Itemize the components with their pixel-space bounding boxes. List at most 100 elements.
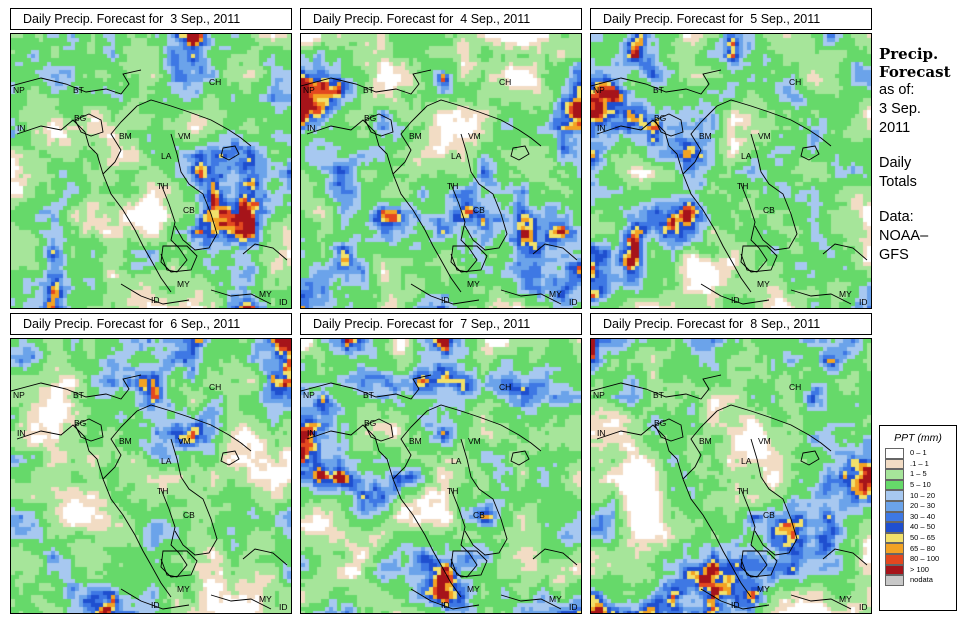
country-label: MY [757, 584, 770, 594]
coastline [410, 588, 480, 610]
precip-map: NP BT CH IN BG BM VM LA TH CB MY ID MY ID [300, 338, 582, 614]
coastline [242, 548, 288, 566]
coastline [510, 145, 530, 161]
legend-swatch [885, 511, 904, 523]
precip-map: NP BT CH IN BG BM VM LA TH CB MY ID MY ID [10, 33, 292, 309]
coastline-overlay [301, 374, 578, 610]
country-label: BM [119, 436, 132, 446]
country-label: BT [653, 85, 664, 95]
precip-raster [11, 34, 291, 308]
country-label: NP [593, 390, 605, 400]
coastline [790, 594, 852, 610]
coastline [700, 283, 770, 305]
precip-raster [11, 339, 291, 613]
country-label: BM [119, 131, 132, 141]
map-panel-2: Daily Precip. Forecast for 4 Sep., 2011 … [300, 8, 582, 309]
coastline [790, 289, 852, 305]
precip-map: NP BT CH IN BG BM VM LA TH CB MY ID MY ID [590, 338, 872, 614]
legend-label: > 100 [910, 564, 929, 574]
country-label: BG [364, 418, 377, 428]
country-label: CB [763, 205, 775, 215]
map-panel-5: Daily Precip. Forecast for 7 Sep., 2011 … [300, 313, 582, 614]
country-label: TH [447, 486, 459, 496]
country-label: MY [177, 279, 190, 289]
legend-label: 40 – 50 [910, 522, 936, 532]
country-label: ID [441, 600, 450, 610]
country-label: ID [441, 295, 450, 305]
info-title-line1: Precip. [879, 45, 939, 63]
country-label: MY [839, 289, 852, 299]
country-label: ID [569, 602, 578, 612]
country-label: ID [731, 295, 740, 305]
country-label: CH [499, 382, 512, 392]
country-label: BT [363, 390, 374, 400]
country-label: VM [178, 131, 191, 141]
coastline [242, 243, 288, 261]
coastline [532, 243, 578, 261]
coastline [74, 113, 104, 137]
country-label: ID [279, 602, 288, 612]
coastline [11, 69, 142, 95]
coastline [591, 69, 722, 95]
legend-label: 65 – 80 [910, 543, 936, 553]
coastline [740, 488, 768, 578]
coastline [591, 374, 722, 400]
coastline [700, 588, 770, 610]
legend-label: 50 – 65 [910, 533, 936, 543]
country-label: CH [209, 382, 222, 392]
precip-map: NP BT CH IN BG BM VM LA TH CB MY ID MY ID [590, 33, 872, 309]
country-label: MY [839, 594, 852, 604]
precip-map: NP BT CH IN BG BM VM LA TH CB MY ID MY ID [10, 338, 292, 614]
country-label: CB [473, 510, 485, 520]
legend-item: 80 – 100 [880, 553, 956, 565]
info-source-line2: GFS [879, 247, 909, 263]
coastline [450, 183, 478, 273]
precip-raster [591, 339, 871, 613]
panel-title: Daily Precip. Forecast for 8 Sep., 2011 [590, 313, 872, 335]
country-label: MY [549, 594, 562, 604]
precip-raster [301, 339, 581, 613]
coastline [800, 145, 820, 161]
legend-swatch [885, 575, 904, 586]
coastline [682, 404, 832, 480]
legend-title: PPT (mm) [894, 432, 942, 444]
country-label: CH [209, 77, 222, 87]
country-label: CH [789, 77, 802, 87]
legend-label: 20 – 30 [910, 501, 936, 511]
coastline [11, 374, 142, 400]
country-label: LA [451, 151, 462, 161]
country-label: TH [157, 181, 169, 191]
legend-item: .1 – 1 [880, 458, 956, 470]
legend-item: 10 – 20 [880, 490, 956, 501]
coastline [301, 374, 432, 400]
coastline [16, 424, 172, 598]
legend-item: 0 – 1 [880, 448, 956, 459]
coastline [364, 113, 394, 137]
country-label: NP [303, 85, 315, 95]
panel-title: Daily Precip. Forecast for 6 Sep., 2011 [10, 313, 292, 335]
coastline [170, 133, 218, 251]
legend-swatch [885, 469, 904, 480]
coastline [740, 550, 778, 578]
country-label: ID [151, 600, 160, 610]
coastline [740, 183, 768, 273]
info-data-label: Data: [879, 209, 914, 225]
legend-item: 30 – 40 [880, 511, 956, 523]
country-label: CB [763, 510, 775, 520]
country-label: BM [699, 436, 712, 446]
coastline [306, 119, 462, 293]
precip-raster [301, 34, 581, 308]
legend-item: 40 – 50 [880, 522, 956, 533]
country-label: NP [13, 85, 25, 95]
coastline [170, 438, 218, 556]
coastline [500, 289, 562, 305]
coastline [460, 438, 508, 556]
country-label: CB [473, 205, 485, 215]
coastline [822, 243, 868, 261]
country-label: MY [259, 289, 272, 299]
country-label: BT [363, 85, 374, 95]
legend-swatch [885, 564, 904, 576]
country-label: BG [364, 113, 377, 123]
